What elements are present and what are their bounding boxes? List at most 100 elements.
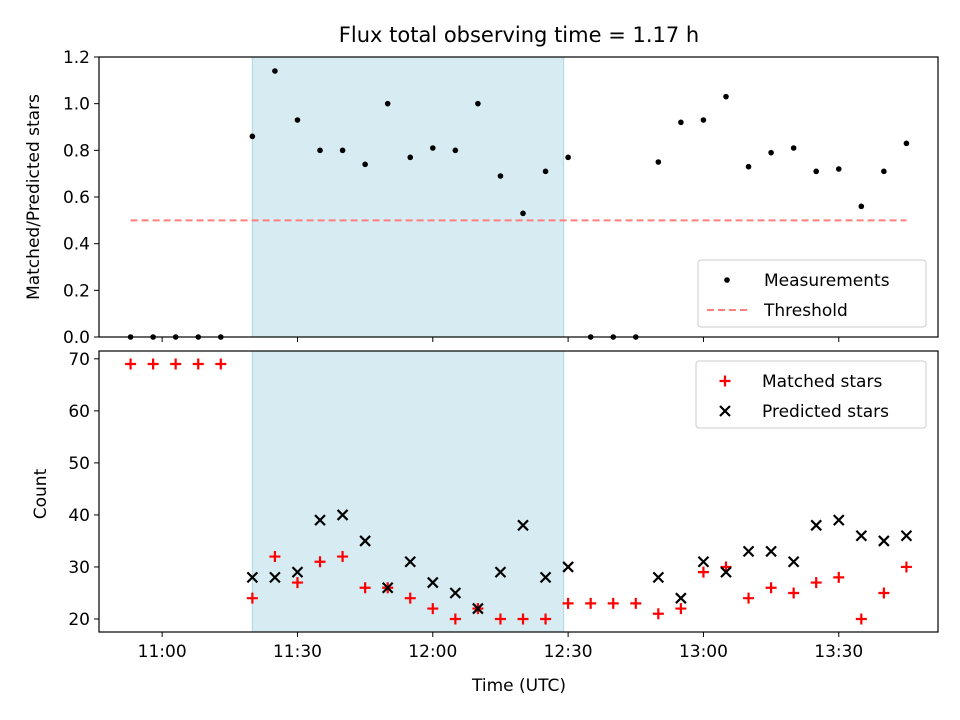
bottom-axes-frame bbox=[98, 350, 939, 633]
matched-stars-point bbox=[900, 561, 912, 573]
bottom-y-tick-label: 20 bbox=[68, 610, 90, 630]
measurement-point bbox=[565, 154, 571, 161]
predicted-stars-point bbox=[314, 514, 326, 526]
predicted-stars-point bbox=[494, 566, 507, 578]
predicted-stars-point bbox=[697, 555, 710, 568]
predicted-stars-point bbox=[359, 535, 371, 547]
bottom-legend: Matched stars Predicted stars bbox=[695, 360, 927, 429]
predicted-stars-point bbox=[449, 587, 462, 599]
top-legend-label: Measurements bbox=[764, 271, 890, 291]
measurement-point bbox=[249, 133, 256, 140]
measurement-point bbox=[384, 100, 391, 107]
bottom-shaded-span bbox=[251, 350, 565, 633]
measurement-point bbox=[339, 147, 346, 154]
measurement-point bbox=[452, 147, 459, 154]
predicted-stars-point bbox=[269, 571, 281, 584]
top-y-tick-label: 1.2 bbox=[63, 48, 90, 68]
x-tick-label: 12:30 bbox=[544, 642, 593, 662]
measurement-point bbox=[407, 154, 414, 161]
predicted-stars-point bbox=[900, 529, 913, 542]
bottom-y-tick-label: 30 bbox=[68, 558, 90, 578]
measurement-point bbox=[723, 93, 729, 100]
matched-stars-point bbox=[192, 358, 204, 370]
measurement-point bbox=[858, 203, 865, 210]
matched-stars-point bbox=[697, 566, 709, 578]
top-shaded-span bbox=[251, 56, 565, 338]
top-y-axis-label: Matched/Predicted stars bbox=[24, 94, 44, 300]
matched-stars-point bbox=[269, 551, 281, 563]
x-tick-label: 13:30 bbox=[814, 642, 863, 662]
matched-stars-point bbox=[540, 613, 552, 625]
matched-stars-point bbox=[246, 592, 258, 604]
measurement-point bbox=[700, 117, 707, 123]
top-y-tick-label: 0.2 bbox=[63, 281, 90, 301]
matched-stars-point bbox=[125, 358, 137, 370]
measurement-point bbox=[542, 168, 549, 175]
matched-stars-point bbox=[675, 603, 687, 615]
measurement-point bbox=[497, 173, 504, 179]
predicted-stars-point bbox=[832, 514, 845, 526]
measurement-point bbox=[678, 119, 684, 126]
predicted-stars-point bbox=[517, 519, 529, 532]
predicted-stars-point bbox=[246, 571, 259, 584]
x-tick-label: 11:30 bbox=[273, 642, 322, 662]
matched-stars-point bbox=[404, 592, 416, 604]
predicted-stars-point bbox=[855, 529, 868, 542]
bottom-y-tick-label: 60 bbox=[68, 402, 90, 422]
measurement-point bbox=[362, 161, 368, 168]
measurement-point bbox=[429, 145, 436, 151]
matched-stars-point bbox=[449, 613, 461, 625]
matched-stars-point bbox=[585, 597, 597, 609]
matched-stars-point bbox=[878, 587, 890, 599]
bottom-y-tick-label: 40 bbox=[68, 506, 90, 526]
top-y-tick-label: 0.4 bbox=[63, 235, 90, 255]
predicted-stars-point bbox=[675, 592, 687, 604]
top-axes-frame bbox=[98, 56, 939, 338]
matched-stars-point bbox=[291, 577, 303, 589]
predicted-stars-point bbox=[291, 566, 304, 578]
matched-stars-point bbox=[810, 577, 822, 589]
matched-stars-point bbox=[630, 597, 642, 609]
predicted-stars-point bbox=[381, 581, 394, 594]
matched-stars-point bbox=[359, 582, 371, 594]
legend-predicted-marker bbox=[719, 405, 731, 417]
matched-stars-point bbox=[494, 613, 506, 625]
legend-measurement-marker bbox=[724, 277, 730, 283]
measurement-point bbox=[835, 166, 842, 172]
measurement-point bbox=[317, 147, 323, 154]
predicted-stars-point bbox=[472, 602, 484, 615]
predicted-stars-point bbox=[336, 509, 349, 521]
x-tick-label: 13:00 bbox=[679, 642, 728, 662]
matched-stars-point bbox=[215, 358, 227, 370]
matched-stars-point bbox=[517, 613, 529, 625]
top-y-tick-label: 0.6 bbox=[63, 188, 90, 208]
matched-stars-point bbox=[337, 551, 349, 563]
matched-stars-point bbox=[833, 571, 845, 583]
bottom-legend-box bbox=[695, 360, 927, 429]
measurement-point bbox=[790, 145, 797, 151]
x-axis-label: Time (UTC) bbox=[471, 676, 566, 696]
matched-stars-point bbox=[743, 592, 755, 604]
top-legend-label: Threshold bbox=[763, 301, 848, 321]
top-legend-box bbox=[697, 259, 927, 328]
x-tick-label: 11:00 bbox=[138, 642, 187, 662]
top-y-tick-label: 0.8 bbox=[63, 141, 90, 161]
top-panel: 0.0 0.2 0.4 0.6 0.8 1.0 1.2 Measurements Thresho… bbox=[63, 48, 939, 348]
measurement-point bbox=[903, 140, 910, 147]
measurement-point bbox=[272, 68, 278, 74]
bottom-y-axis-label: Count bbox=[31, 468, 51, 519]
bottom-legend-label: Predicted stars bbox=[762, 402, 889, 422]
measurement-point bbox=[745, 163, 752, 170]
matched-stars-point bbox=[652, 608, 664, 620]
x-tick-label: 12:00 bbox=[408, 642, 457, 662]
measurement-point bbox=[655, 159, 662, 165]
measurement-point bbox=[294, 117, 301, 123]
predicted-stars-point bbox=[742, 545, 755, 558]
predicted-stars-point bbox=[878, 535, 890, 547]
bottom-panel: 20 30 40 50 60 70 11:00 11:30 12:00 12:30 13:00 13:… bbox=[68, 350, 939, 662]
matched-stars-point bbox=[314, 556, 326, 568]
legend-matched-marker bbox=[719, 375, 731, 387]
predicted-stars-point bbox=[539, 571, 552, 584]
bottom-y-tick-label: 70 bbox=[68, 350, 90, 370]
